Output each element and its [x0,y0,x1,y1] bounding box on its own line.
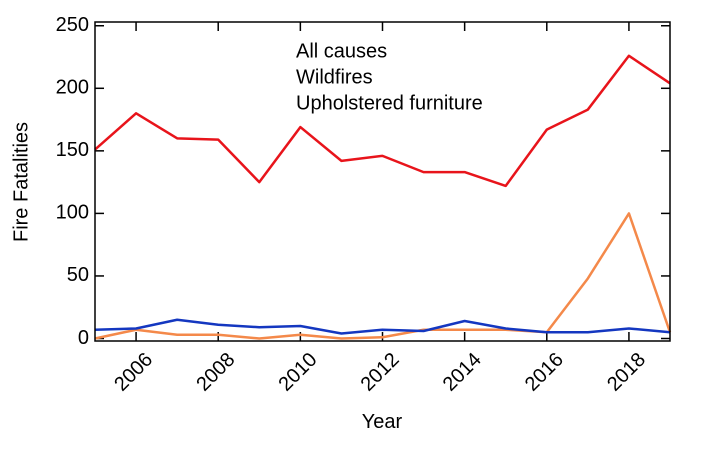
x-tick-label: 2016 [521,349,568,396]
series-line [94,54,671,188]
series-line [94,318,671,335]
plot-frame [94,21,671,342]
x-axis-label: Year [362,411,403,433]
y-tick-label: 250 [56,14,89,36]
y-tick-label: 0 [78,327,89,349]
x-tick-label: 2010 [274,349,321,396]
x-tick-label: 2008 [192,349,239,396]
x-tick-label: 2012 [357,349,404,396]
x-tick-label: 2006 [110,349,157,396]
y-tick-label: 200 [56,77,89,99]
legend-entry: Upholstered furniture [296,92,483,114]
x-tick-label: 2018 [603,349,650,396]
y-axis-label: Fire Fatalities [10,122,32,242]
series-line [94,212,672,340]
legend-entry: All causes [296,40,387,62]
y-tick-label: 100 [56,202,89,224]
x-tick-label: 2014 [439,349,486,396]
y-tick-label: 150 [56,139,89,161]
legend-entry: Wildfires [296,66,373,88]
y-tick-label: 50 [67,264,89,286]
